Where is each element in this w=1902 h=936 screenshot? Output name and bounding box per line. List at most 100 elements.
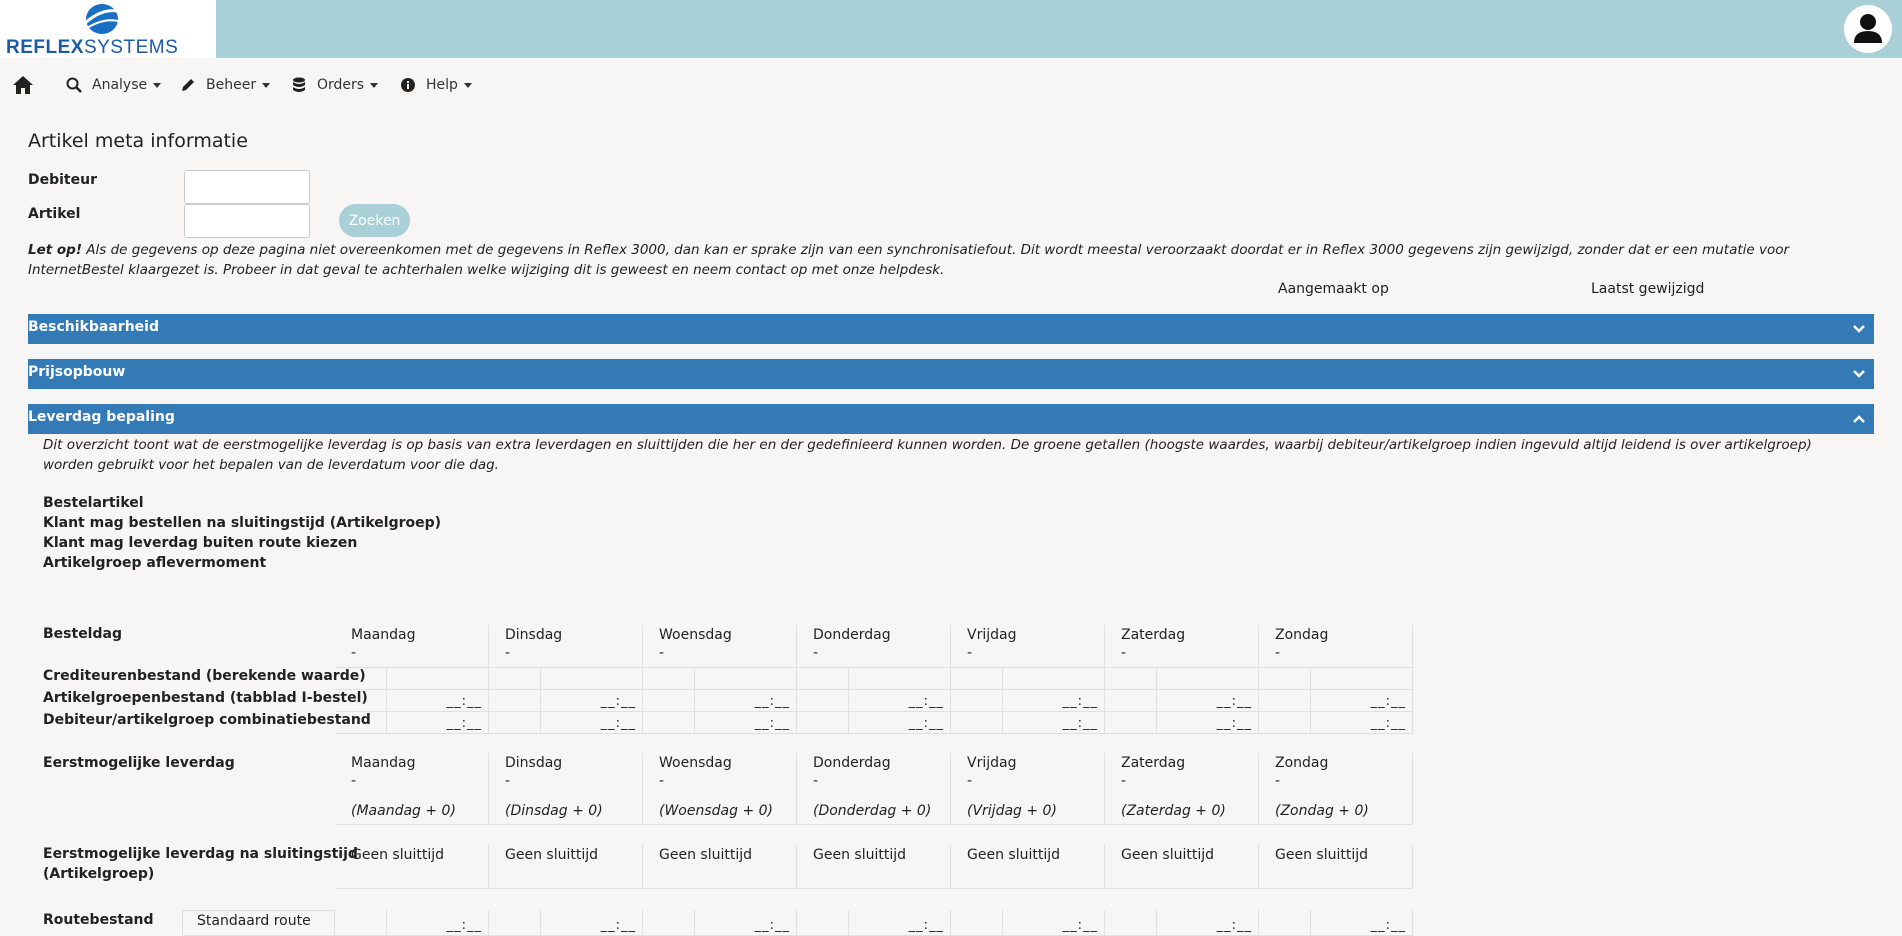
day-dash: - (813, 645, 819, 661)
route-time-value: __:__ (754, 918, 790, 933)
day-offset: (Woensdag + 0) (659, 803, 774, 819)
chevron-down-icon (1853, 370, 1865, 378)
time-subcell (335, 690, 387, 712)
time-subcell (1105, 690, 1157, 712)
time-cell: __:__ (1157, 712, 1259, 734)
day-name: Donderdag (813, 627, 891, 643)
besteldag-cell: Dinsdag - (489, 625, 643, 668)
time-cell: __:__ (541, 712, 643, 734)
time-subcell (1259, 712, 1311, 734)
search-button[interactable]: Zoeken (339, 204, 410, 237)
route-time-value: __:__ (446, 918, 482, 933)
nav-orders[interactable]: Orders (291, 75, 379, 95)
day-dash: - (1121, 773, 1127, 789)
time-cell: __:__ (541, 690, 643, 712)
nav-home[interactable] (12, 75, 34, 95)
time-subcell (335, 712, 387, 734)
home-icon (13, 76, 33, 94)
row-label-debiteur-artikelgroep: Debiteur/artikelgroep combinatiebestand (43, 712, 371, 728)
panel-beschikbaarheid[interactable]: Beschikbaarheid (28, 314, 1874, 344)
no-close-text: Geen sluittijd (1275, 847, 1368, 863)
route-name-cell: Standaard route (182, 910, 335, 936)
time-cell: __:__ (1003, 712, 1105, 734)
route-time-cell: __:__ (1157, 910, 1259, 936)
debiteur-label: Debiteur (28, 172, 97, 188)
time-cell (387, 668, 489, 690)
day-name: Zondag (1275, 627, 1329, 643)
panel-prijsopbouw[interactable]: Prijsopbouw (28, 359, 1874, 389)
time-value: __:__ (1062, 716, 1098, 731)
time-cell: __:__ (387, 712, 489, 734)
day-name: Vrijdag (967, 755, 1017, 771)
nav-analyse-label: Analyse (92, 77, 148, 93)
route-time-cell: __:__ (541, 910, 643, 936)
route-name: Standaard route (197, 913, 311, 929)
day-name: Woensdag (659, 755, 732, 771)
day-dash: - (1275, 773, 1281, 789)
debiteur-input[interactable] (184, 170, 310, 204)
nav-beheer-label: Beheer (206, 77, 257, 93)
time-subcell (1105, 712, 1157, 734)
time-subcell (335, 668, 387, 690)
route-time-cell: __:__ (695, 910, 797, 936)
day-offset: (Vrijdag + 0) (967, 803, 1057, 819)
chevron-down-icon (262, 82, 271, 88)
route-time-cell: __:__ (1003, 910, 1105, 936)
sluitingstijd-label: Eerstmogelijke leverdag na sluitingstijd (43, 846, 358, 862)
route-time-value: __:__ (600, 918, 636, 933)
day-dash: - (351, 645, 357, 661)
time-subcell (951, 690, 1003, 712)
day-name: Dinsdag (505, 627, 563, 643)
besteldag-cell: Vrijdag - (951, 625, 1105, 668)
nav-help[interactable]: Help (400, 75, 472, 95)
day-offset: (Dinsdag + 0) (505, 803, 603, 819)
info-icon (401, 78, 415, 92)
user-avatar-button[interactable] (1844, 5, 1892, 53)
no-close-text: Geen sluittijd (1121, 847, 1214, 863)
row-label-artikelgroepen: Artikelgroepenbestand (tabblad I-bestel) (43, 690, 368, 706)
time-subcell (1105, 668, 1157, 690)
info-label-aflevermoment: Artikelgroep aflevermoment (43, 555, 267, 571)
time-cell (1311, 668, 1413, 690)
leverdag-description: Dit overzicht toont wat de eerstmogelijk… (43, 437, 1812, 473)
time-subcell (643, 668, 695, 690)
besteldag-cell: Zondag - (1259, 625, 1413, 668)
route-time-cell: __:__ (387, 910, 489, 936)
sluittijd-cell: Geen sluittijd (1105, 845, 1259, 889)
sync-warning: Let op! Als de gegevens op deze pagina n… (28, 240, 1874, 280)
time-value: __:__ (1216, 694, 1252, 709)
pencil-icon (182, 79, 194, 91)
eerstmogelijke-cell: Dinsdag - (Dinsdag + 0) (489, 753, 643, 825)
row-label-crediteuren: Crediteurenbestand (berekende waarde) (43, 668, 366, 684)
user-icon (1854, 14, 1882, 43)
route-subcell (797, 910, 849, 936)
day-name: Zaterdag (1121, 627, 1186, 643)
eerstmogelijke-label: Eerstmogelijke leverdag (43, 755, 235, 771)
sluittijd-cell: Geen sluittijd (335, 845, 489, 889)
panel-leverdag[interactable]: Leverdag bepaling (28, 404, 1874, 434)
time-cell: __:__ (695, 712, 797, 734)
logo[interactable]: REFLEXSYSTEMS (0, 0, 216, 58)
sluitingstijd-label-2: (Artikelgroep) (43, 866, 155, 882)
no-close-text: Geen sluittijd (813, 847, 906, 863)
time-cell (695, 668, 797, 690)
chevron-up-icon (1853, 415, 1865, 423)
time-subcell (489, 690, 541, 712)
time-value: __:__ (1370, 694, 1406, 709)
panel-prijsopbouw-title: Prijsopbouw (28, 364, 126, 380)
eerstmogelijke-cell: Vrijdag - (Vrijdag + 0) (951, 753, 1105, 825)
artikel-label: Artikel (28, 206, 81, 222)
nav-analyse[interactable]: Analyse (66, 75, 162, 95)
time-cell: __:__ (1311, 690, 1413, 712)
day-name: Donderdag (813, 755, 891, 771)
day-name: Woensdag (659, 627, 732, 643)
artikel-input[interactable] (184, 204, 310, 238)
day-dash: - (659, 773, 665, 789)
chevron-down-icon (463, 82, 472, 88)
globe-logo-icon (80, 4, 123, 34)
time-cell: __:__ (849, 690, 951, 712)
routebestand-label: Routebestand (43, 912, 154, 928)
panel-leverdag-title: Leverdag bepaling (28, 409, 175, 425)
nav-beheer[interactable]: Beheer (180, 75, 271, 95)
warning-text: Als de gegevens op deze pagina niet over… (28, 242, 1790, 278)
